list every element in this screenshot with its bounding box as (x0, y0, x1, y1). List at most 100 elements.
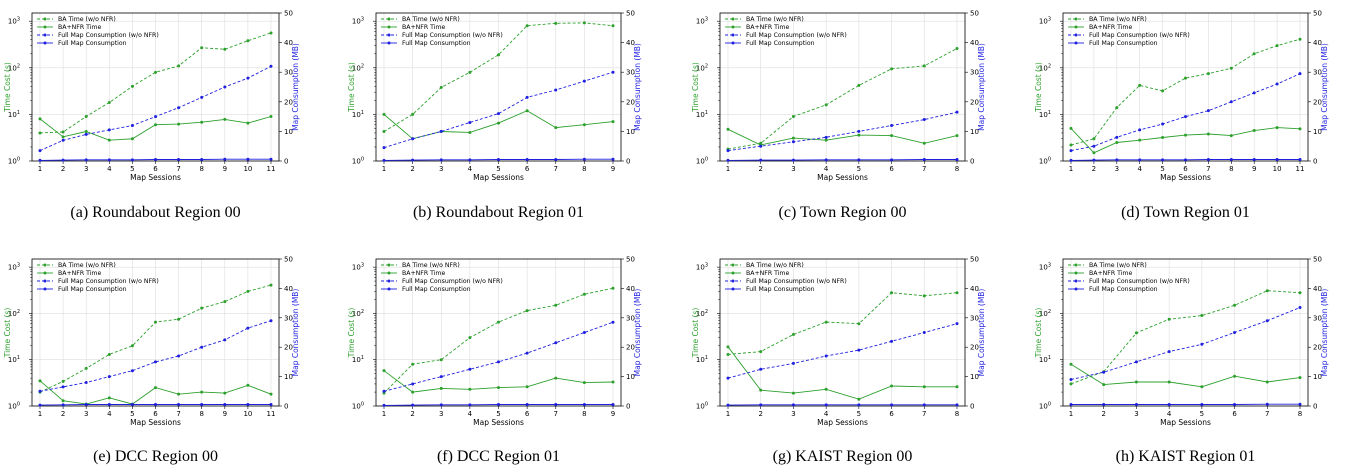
data-point (582, 79, 586, 83)
data-point (582, 381, 586, 385)
data-point (1102, 403, 1106, 407)
data-point (200, 158, 204, 162)
x-tick-label: 9 (611, 410, 615, 418)
legend-label: Full Map Consumption (w/o NFR) (746, 278, 847, 285)
data-point (955, 385, 959, 389)
tick-exponent: 1 (17, 355, 20, 361)
data-point (130, 158, 134, 162)
legend-label: Full Map Consumption (w/o NFR) (402, 32, 503, 39)
tick-exponent: 3 (17, 17, 20, 23)
x-tick-label: 1 (726, 410, 730, 418)
data-point (130, 123, 134, 127)
data-point (1200, 385, 1204, 389)
data-point (61, 385, 65, 389)
x-axis-label: Map Sessions (473, 418, 524, 427)
y-left-tick-label: 103 (8, 263, 20, 272)
y-right-tick-label: 50 (284, 10, 293, 18)
data-point (1252, 129, 1256, 133)
data-point (1102, 383, 1106, 387)
legend-label: Full Map Consumption (58, 40, 127, 47)
data-point (525, 309, 529, 313)
x-tick-label: 1 (382, 410, 386, 418)
x-tick-label: 1 (726, 165, 730, 173)
data-point (791, 115, 795, 119)
data-point (1138, 128, 1142, 132)
legend-marker (1074, 287, 1078, 291)
data-point (107, 403, 111, 407)
data-point (1229, 66, 1233, 70)
x-tick-label: 8 (582, 165, 586, 173)
series-line-1 (1070, 38, 1301, 146)
y-right-axis-label: Map Consumption (MB) (977, 289, 986, 377)
x-tick-label: 2 (410, 410, 414, 418)
data-point (1069, 143, 1073, 147)
data-point (824, 135, 828, 139)
data-point (107, 158, 111, 162)
y-left-tick-label: 100 (8, 157, 20, 166)
tick-exponent: 3 (1048, 263, 1051, 269)
data-point (200, 345, 204, 349)
data-point (468, 70, 472, 74)
y-right-tick-label: 20 (1313, 344, 1322, 352)
legend-marker (43, 17, 47, 21)
data-point (1265, 402, 1269, 406)
legend-label: BA+NFR Time (746, 270, 789, 277)
data-point (824, 138, 828, 142)
tick-exponent: 1 (705, 110, 708, 116)
legend-label: BA+NFR Time (402, 24, 445, 31)
y-right-tick-label: 40 (284, 285, 293, 293)
y-right-tick-label: 0 (626, 158, 630, 166)
x-tick-label: 7 (922, 410, 926, 418)
data-point (200, 306, 204, 310)
data-point (497, 360, 500, 364)
series-line-1 (1070, 290, 1301, 385)
y-right-tick-label: 50 (626, 256, 635, 264)
y-left-axis-label: Time Cost (s) (347, 308, 356, 359)
legend-marker (43, 279, 47, 283)
data-point (554, 88, 558, 92)
legend-label: Full Map Consumption (w/o NFR) (1089, 32, 1190, 39)
data-point (269, 157, 273, 161)
data-point (554, 303, 558, 307)
data-point (611, 403, 615, 407)
x-tick-label: 6 (1232, 410, 1237, 418)
data-point (246, 383, 250, 387)
x-tick-label: 5 (1200, 410, 1204, 418)
data-point (554, 403, 558, 407)
x-tick-label: 9 (611, 165, 615, 173)
y-right-axis-label: Map Consumption (MB) (1320, 289, 1329, 377)
tick-exponent: 2 (705, 309, 708, 315)
data-point (582, 403, 586, 407)
y-right-axis-label: Map Consumption (MB) (291, 43, 300, 131)
data-point (269, 392, 273, 396)
tick-exponent: 0 (1048, 157, 1051, 163)
data-point (611, 24, 615, 28)
tick-exponent: 0 (17, 402, 20, 408)
data-point (439, 129, 443, 133)
data-point (554, 341, 558, 345)
x-axis-label: Map Sessions (1160, 173, 1211, 182)
data-point (611, 157, 615, 161)
x-tick-label: 8 (1298, 410, 1302, 418)
data-point (1069, 158, 1073, 162)
legend-label: Full Map Consumption (w/o NFR) (402, 278, 503, 285)
legend-label: Full Map Consumption (w/o NFR) (58, 278, 159, 285)
data-point (955, 134, 959, 138)
data-point (525, 95, 529, 99)
data-point (1138, 83, 1142, 87)
data-point (439, 85, 443, 89)
legend-marker (1074, 33, 1078, 37)
data-point (890, 158, 894, 162)
data-point (1233, 331, 1237, 334)
data-point (269, 319, 273, 323)
data-point (955, 158, 959, 162)
legend-marker (1074, 279, 1078, 283)
data-point (759, 367, 763, 371)
x-tick-label: 3 (1134, 410, 1138, 418)
data-point (955, 46, 959, 50)
data-point (857, 397, 861, 401)
data-point (223, 47, 227, 51)
x-tick-label: 4 (107, 165, 112, 173)
